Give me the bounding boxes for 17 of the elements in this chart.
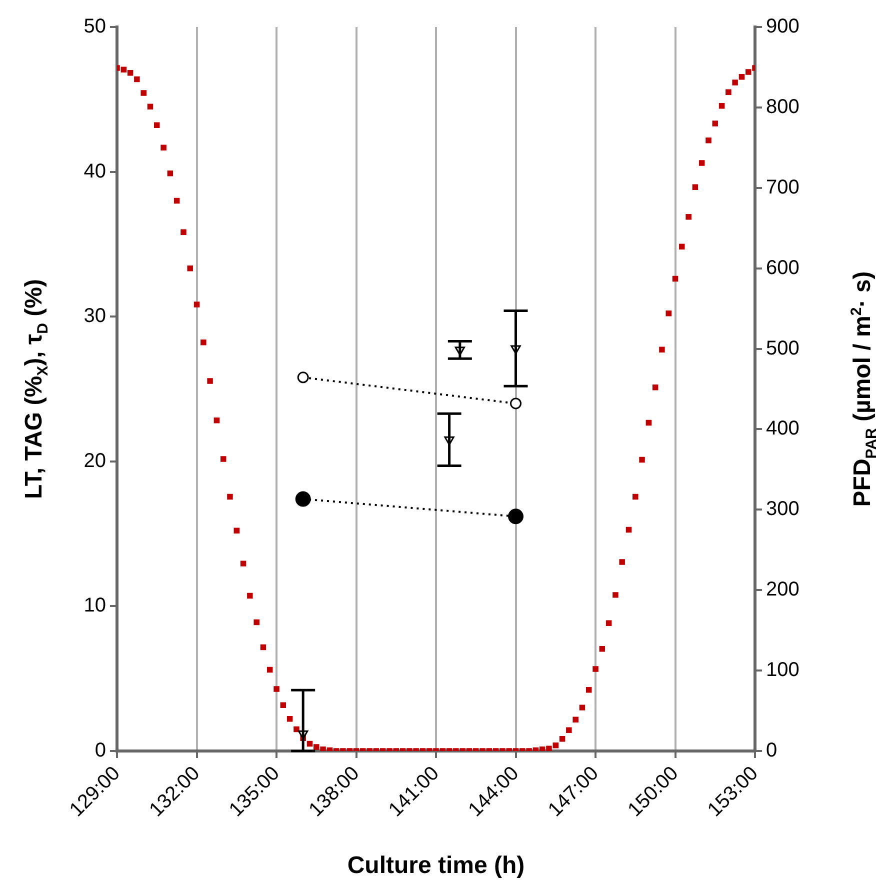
y-tick-label: 30 bbox=[84, 305, 106, 328]
y-tick-label: 50 bbox=[84, 16, 106, 38]
y2-tick-label: 900 bbox=[766, 16, 800, 38]
y2-tick-label: 500 bbox=[766, 337, 800, 360]
y2-tick-label: 200 bbox=[766, 578, 800, 601]
y-tick-label: 20 bbox=[84, 450, 106, 472]
y2-tick-label: 300 bbox=[766, 498, 800, 520]
y-tick-label: 0 bbox=[94, 740, 106, 762]
y2-tick-label: 700 bbox=[766, 176, 800, 198]
y2-tick-label: 600 bbox=[766, 256, 800, 279]
y-tick-label: 40 bbox=[84, 160, 106, 182]
y2-tick-label: 800 bbox=[766, 96, 800, 118]
x-axis-title: Culture time (h) bbox=[347, 852, 525, 880]
y2-tick-label: 0 bbox=[766, 740, 778, 762]
y-tick-label: 10 bbox=[84, 594, 106, 617]
y2-tick-label: 100 bbox=[766, 659, 800, 682]
y2-tick-label: 400 bbox=[766, 418, 800, 440]
